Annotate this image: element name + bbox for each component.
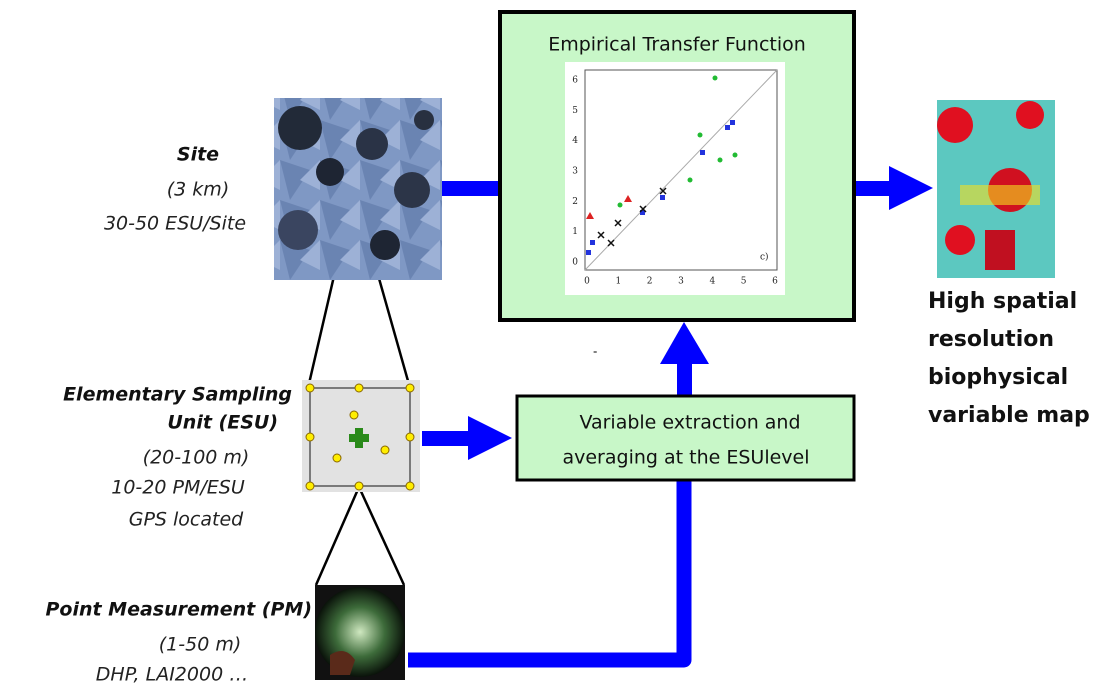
pm-instruments: DHP, LAI2000 …	[96, 664, 248, 685]
plot-x-tick: 6	[772, 277, 778, 287]
esu-size: (20-100 m)	[143, 447, 250, 469]
extraction-text: averaging at the ESUlevel	[562, 447, 809, 469]
plot-y-tick: 6	[572, 76, 578, 86]
plot-label: c)	[760, 252, 769, 263]
plot-y-tick: 2	[572, 197, 578, 207]
pm-title: Point Measurement (PM)	[45, 599, 312, 621]
site-image	[274, 98, 442, 280]
output-line: High spatial	[928, 289, 1077, 314]
esu-density: 10-20 PM/ESU	[111, 477, 245, 499]
esu-title: Elementary Sampling	[63, 384, 292, 406]
plot-x-tick: 5	[741, 277, 747, 287]
plot-y-tick: 4	[572, 136, 578, 146]
transfer-title: Empirical Transfer Function	[548, 34, 806, 56]
plot-x-tick: 1	[615, 277, 621, 287]
stray-mark: -	[593, 345, 597, 359]
output-map	[937, 100, 1055, 278]
scatter-plot: 0 1 2 3 4 5 6 0 1 2 3 4 5 6 c)	[565, 62, 785, 295]
diagram: Site (3 km) 30-50 ESU/Site Empirical Tra…	[0, 0, 1117, 684]
plot-y-tick: 3	[572, 167, 578, 177]
output-line: biophysical	[928, 365, 1068, 390]
site-title: Site	[177, 144, 219, 166]
plot-x-tick: 2	[647, 277, 653, 287]
extraction-text: Variable extraction and	[579, 412, 800, 434]
output-line: resolution	[928, 327, 1054, 352]
plot-x-tick: 0	[584, 277, 590, 287]
esu-image	[302, 380, 420, 492]
plot-x-tick: 3	[678, 277, 684, 287]
plot-y-tick: 1	[572, 227, 578, 237]
pm-image	[315, 585, 405, 680]
plot-y-tick: 0	[572, 258, 578, 268]
plot-x-tick: 4	[709, 277, 715, 287]
site-size: (3 km)	[167, 179, 229, 201]
pm-size: (1-50 m)	[159, 634, 242, 656]
output-line: variable map	[928, 403, 1090, 428]
esu-title: Unit (ESU)	[167, 412, 278, 434]
site-density: 30-50 ESU/Site	[104, 213, 246, 235]
esu-location: GPS located	[129, 509, 244, 531]
plot-y-tick: 5	[572, 106, 578, 116]
